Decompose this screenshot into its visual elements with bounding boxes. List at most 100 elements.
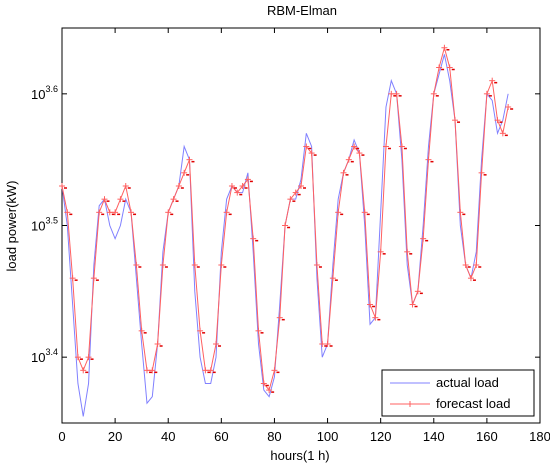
forecast-point bbox=[74, 354, 83, 361]
forecast-point bbox=[425, 156, 434, 163]
forecast-point bbox=[213, 341, 222, 347]
forecast-point bbox=[202, 367, 211, 374]
y-tick-label: 103.5 bbox=[31, 216, 58, 234]
forecast-point bbox=[170, 196, 179, 203]
plot-frame bbox=[61, 27, 541, 424]
forecast-point bbox=[372, 314, 381, 321]
x-tick-label: 100 bbox=[317, 429, 339, 444]
forecast-point bbox=[85, 354, 94, 361]
forecast-point bbox=[430, 90, 439, 97]
forecast-point bbox=[436, 64, 445, 71]
x-tick-label: 160 bbox=[476, 429, 498, 444]
forecast-point bbox=[207, 367, 216, 374]
forecast-point bbox=[250, 235, 259, 242]
forecast-point bbox=[181, 169, 190, 176]
forecast-point bbox=[404, 248, 413, 255]
forecast-point bbox=[186, 156, 195, 163]
forecast-point bbox=[223, 209, 232, 216]
forecast-point bbox=[505, 104, 514, 110]
x-tick-label: 120 bbox=[370, 429, 392, 444]
forecast-point bbox=[143, 367, 152, 374]
forecast-point bbox=[106, 209, 115, 216]
legend-label-forecast: forecast load bbox=[436, 396, 510, 411]
forecast-point bbox=[313, 262, 322, 268]
x-axis-label: hours(1 h) bbox=[270, 448, 329, 463]
forecast-point bbox=[345, 156, 354, 163]
forecast-point bbox=[351, 143, 360, 150]
forecast-point bbox=[64, 209, 73, 216]
forecast-point bbox=[133, 262, 142, 268]
forecast-point bbox=[398, 143, 407, 150]
forecast-point bbox=[287, 196, 296, 203]
forecast-point bbox=[361, 209, 370, 216]
forecast-point bbox=[356, 150, 365, 157]
legend: actual load forecast load bbox=[381, 369, 535, 417]
forecast-point bbox=[96, 209, 105, 216]
legend-label-actual: actual load bbox=[436, 375, 499, 390]
forecast-point bbox=[319, 341, 328, 347]
forecast-point bbox=[282, 222, 291, 229]
forecast-point bbox=[308, 150, 317, 157]
y-tick-label: 103.4 bbox=[31, 347, 58, 365]
x-tick-label: 40 bbox=[161, 429, 175, 444]
forecast-point bbox=[154, 341, 163, 347]
forecast-point bbox=[420, 235, 429, 242]
forecast-point bbox=[298, 183, 306, 189]
forecast-point bbox=[191, 262, 200, 268]
forecast-point bbox=[112, 209, 121, 216]
x-tick-label: 20 bbox=[108, 429, 122, 444]
forecast-point bbox=[218, 262, 227, 268]
forecast-point bbox=[122, 183, 131, 189]
forecast-point bbox=[377, 248, 386, 255]
forecast-point bbox=[446, 64, 455, 71]
forecast-point bbox=[175, 183, 184, 189]
forecast-point bbox=[467, 275, 476, 282]
forecast-point bbox=[69, 275, 78, 282]
forecast-point bbox=[329, 275, 338, 282]
x-tick-label: 140 bbox=[423, 429, 445, 444]
forecast-point bbox=[457, 209, 466, 216]
x-axis: 0 20 40 60 80 100 120 140 160 180 bbox=[58, 28, 550, 444]
forecast-point bbox=[340, 169, 349, 176]
forecast-point bbox=[483, 90, 492, 97]
forecast-point bbox=[489, 77, 498, 84]
forecast-point bbox=[159, 262, 168, 268]
x-tick-label: 80 bbox=[267, 429, 281, 444]
forecast-point bbox=[462, 262, 471, 268]
y-tick-label: 103.6 bbox=[31, 84, 58, 102]
x-tick-label: 0 bbox=[58, 429, 65, 444]
forecast-point bbox=[271, 367, 280, 374]
forecast-point bbox=[382, 143, 391, 150]
forecast-point bbox=[414, 288, 423, 295]
y-axis: 103.4 103.5 103.6 bbox=[31, 84, 540, 365]
legend-box bbox=[381, 369, 535, 417]
forecast-point bbox=[239, 183, 248, 189]
forecast-point bbox=[165, 209, 174, 216]
forecast-point bbox=[473, 262, 482, 268]
forecast-point bbox=[90, 275, 99, 282]
forecast-point bbox=[244, 176, 253, 183]
forecast-point bbox=[367, 301, 376, 308]
forecast-point bbox=[234, 189, 243, 196]
forecast-point bbox=[441, 44, 450, 51]
forecast-point bbox=[260, 380, 269, 387]
forecast-point bbox=[324, 341, 333, 347]
forecast-point bbox=[499, 130, 508, 137]
chart-title: RBM-Elman bbox=[267, 3, 337, 18]
forecast-point bbox=[117, 196, 126, 203]
forecast-point bbox=[149, 367, 158, 374]
x-tick-label: 180 bbox=[529, 429, 550, 444]
plot-area bbox=[59, 44, 514, 417]
forecast-point bbox=[276, 314, 285, 321]
x-tick-label: 60 bbox=[214, 429, 228, 444]
forecast-point bbox=[478, 169, 487, 176]
y-axis-label: load power(kW) bbox=[4, 180, 19, 271]
forecast-point bbox=[255, 327, 264, 334]
forecast-point bbox=[303, 143, 312, 150]
forecast-point bbox=[228, 183, 237, 189]
forecast-point bbox=[393, 90, 402, 97]
forecast-point bbox=[494, 117, 503, 124]
forecast-point bbox=[59, 183, 67, 189]
forecast-point bbox=[266, 387, 275, 394]
